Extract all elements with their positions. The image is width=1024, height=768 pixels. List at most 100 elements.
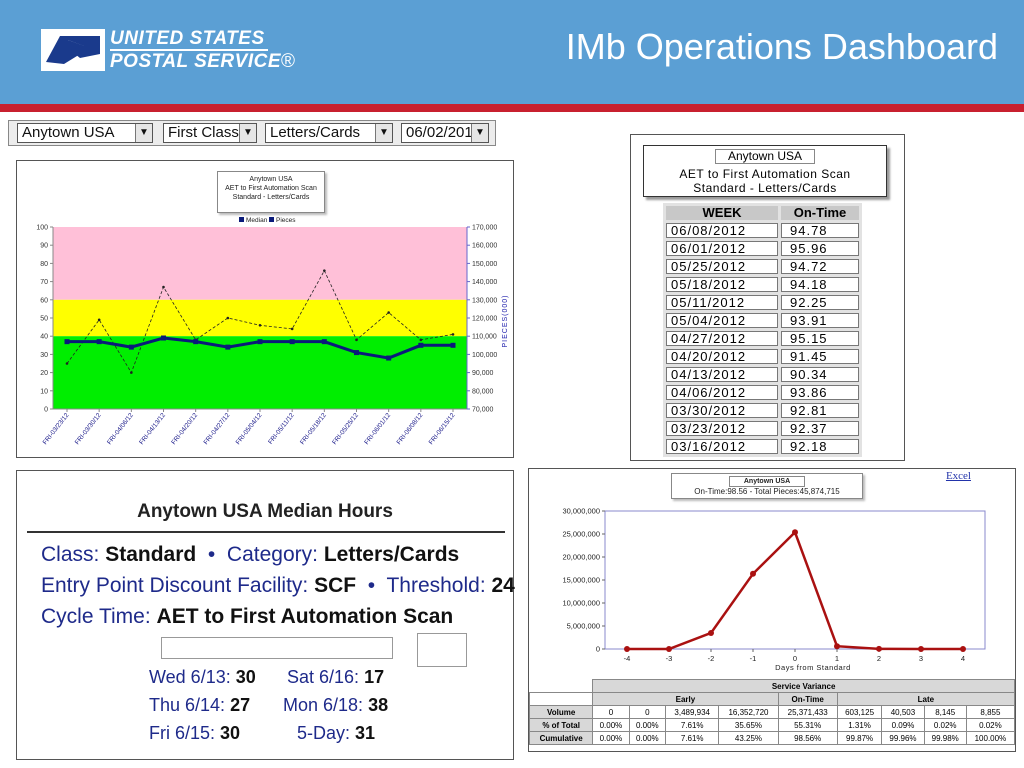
table-corner-cell <box>529 679 594 693</box>
week-cell: 03/30/2012 <box>666 403 778 418</box>
x-tick-label: 0 <box>793 654 797 663</box>
ontime-cell: 92.81 <box>781 403 859 418</box>
day-median-wed: Wed 6/13: 30 <box>149 667 256 688</box>
facility-value: SCF <box>314 574 357 597</box>
pieces-point <box>130 371 133 374</box>
facility-label: Entry Point Discount Facility: <box>41 574 309 597</box>
variance-legend-box: Anytown USA On-Time:98.56 - Total Pieces… <box>671 473 863 499</box>
table-cell: 0 <box>628 705 667 719</box>
location-select[interactable]: Anytown USA ▼ <box>17 123 153 143</box>
table-cell: 35.65% <box>718 718 779 732</box>
table-row: 04/13/2012 90.34 <box>666 367 859 382</box>
week-column-header: WEEK <box>666 206 778 220</box>
y2-tick-label: 160,000 <box>472 243 497 250</box>
x-tick-label: -3 <box>666 654 673 663</box>
variance-point <box>834 643 840 650</box>
table-cell: 1.31% <box>836 718 883 732</box>
y-tick-label: 25,000,000 <box>562 530 600 539</box>
x-tick-label: 1 <box>835 654 839 663</box>
y2-tick-label: 130,000 <box>472 297 497 304</box>
day-median-fri: Fri 6/15: 30 <box>149 723 240 744</box>
chevron-down-icon[interactable]: ▼ <box>239 124 256 142</box>
week-table-title: Anytown USA <box>714 149 816 164</box>
class-value: Standard <box>105 543 197 566</box>
day-median-thu: Thu 6/14: 27 <box>149 695 250 716</box>
table-cell: 25,371,433 <box>777 705 838 719</box>
ontime-cell: 91.45 <box>781 349 859 364</box>
pieces-point <box>387 311 390 314</box>
notes-input[interactable] <box>161 637 393 659</box>
table-cell: 55.31% <box>777 718 838 732</box>
y-tick-label: 5,000,000 <box>567 622 600 631</box>
chevron-down-icon[interactable]: ▼ <box>471 124 488 142</box>
day-label: Thu 6/14: <box>149 695 226 715</box>
variance-point <box>960 645 966 652</box>
row-header-cell: Volume <box>528 705 594 719</box>
chevron-down-icon[interactable]: ▼ <box>375 124 392 142</box>
ontime-cell: 95.96 <box>781 241 859 256</box>
table-cell: 0.00% <box>628 718 667 732</box>
y2-tick-label: 150,000 <box>472 261 497 268</box>
median-point <box>354 350 359 356</box>
week-cell: 03/16/2012 <box>666 439 778 454</box>
y-tick-label: 90 <box>40 243 48 250</box>
excel-export-link[interactable]: Excel <box>945 470 971 482</box>
filter-bar: Anytown USA ▼ First Class ▼ Letters/Card… <box>8 120 496 146</box>
y2-tick-label: 70,000 <box>472 407 494 414</box>
x-tick-label: FRI-05/04/12 <box>235 412 264 447</box>
table-row: 06/08/2012 94.78 <box>666 223 859 238</box>
pieces-point <box>451 333 455 336</box>
ontime-cell: 90.34 <box>781 367 859 382</box>
table-title-row: Service Variance <box>529 679 1015 693</box>
x-tick-label: FRI-05/11/12 <box>267 412 296 446</box>
series-legend: Median Pieces <box>239 217 296 224</box>
variance-point <box>624 646 630 652</box>
logo-rule <box>110 49 268 51</box>
y2-tick-label: 170,000 <box>472 225 497 232</box>
x-tick-label: FRI-04/13/12 <box>138 412 167 447</box>
line-chart-legend-title: Anytown USA <box>249 176 293 183</box>
table-cell: 0.00% <box>592 731 630 745</box>
day-label: Fri 6/15: <box>149 723 216 743</box>
y-tick-label: 60 <box>40 297 48 304</box>
median-point <box>64 339 70 345</box>
x-tick-label: FRI-03/30/12 <box>74 412 103 447</box>
date-select[interactable]: 06/02/2012 ▼ <box>401 123 489 143</box>
week-table-title-box: Anytown USA AET to First Automation Scan… <box>643 145 887 197</box>
week-cell: 05/18/2012 <box>666 277 778 292</box>
line-chart-legend-line3: Standard - Letters/Cards <box>232 194 310 201</box>
day-value: 38 <box>368 695 389 715</box>
median-point <box>418 342 424 348</box>
week-cell: 05/11/2012 <box>666 295 778 310</box>
service-variance-table: Service Variance Early On-Time Late Volume 0 0… <box>528 679 1016 745</box>
ontime-cell: 92.18 <box>781 439 859 454</box>
table-cell: 16,352,720 <box>718 705 779 719</box>
chevron-down-icon[interactable]: ▼ <box>135 124 152 142</box>
median-pieces-chart: 0 10 20 30 40 50 60 70 80 90 100 70,000 80,000 90,000… <box>36 217 509 447</box>
logo-line2-text: POSTAL SERVICE <box>110 51 281 72</box>
y-tick-label: 0 <box>596 645 600 654</box>
shape-select-value: Letters/Cards <box>270 124 361 141</box>
pieces-point <box>290 327 294 331</box>
variance-point <box>876 645 882 652</box>
row-header-cell: % of Total <box>528 718 594 732</box>
y2-tick-label: 120,000 <box>472 316 497 323</box>
table-cell: 0.02% <box>923 718 967 732</box>
table-cell: 0 <box>592 705 630 719</box>
service-variance-panel: Excel Anytown USA On-Time:98.56 - Total … <box>528 468 1016 752</box>
value-input[interactable] <box>417 633 467 667</box>
median-hours-panel: Anytown USA Median Hours Class: Standard… <box>16 470 515 760</box>
table-cell: 100.00% <box>965 731 1016 745</box>
pieces-point <box>65 362 69 365</box>
shape-select[interactable]: Letters/Cards ▼ <box>265 123 393 143</box>
table-cell: 7.61% <box>665 718 720 732</box>
median-point <box>193 339 199 345</box>
median-point <box>225 344 231 350</box>
median-point <box>321 339 327 345</box>
ontime-cell: 95.15 <box>781 331 859 346</box>
class-select[interactable]: First Class ▼ <box>163 123 257 143</box>
date-select-value: 06/02/2012 <box>406 124 482 141</box>
x-tick-label: FRI-04/20/12 <box>170 412 199 447</box>
category-label: Category: <box>226 543 318 566</box>
y-tick-label: 10,000,000 <box>562 599 600 608</box>
